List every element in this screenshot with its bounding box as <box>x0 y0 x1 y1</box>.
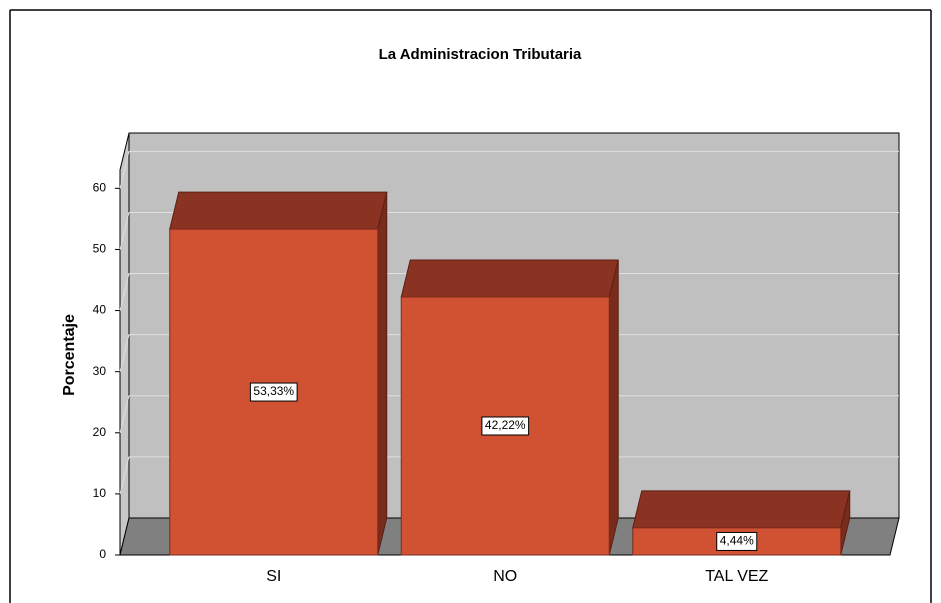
value-label-box <box>716 531 758 551</box>
grid-line <box>119 395 130 433</box>
value-label-box <box>481 416 530 436</box>
y-axis-label: Porcentaje <box>61 314 78 396</box>
left-wall <box>119 132 130 556</box>
y-tick-label: 30 <box>93 364 107 378</box>
x-tick-label: TAL VEZ <box>705 568 768 585</box>
y-tick-label: 0 <box>99 547 106 561</box>
bar-side <box>608 259 619 556</box>
bar-top <box>400 259 619 298</box>
value-label: 4,44% <box>720 534 754 548</box>
value-label: 53,33% <box>253 384 294 398</box>
value-label: 42,22% <box>485 418 526 432</box>
y-tick-label: 20 <box>93 425 107 439</box>
grid-line <box>119 151 130 189</box>
x-tick-label: NO <box>493 568 517 585</box>
grid-line <box>119 273 130 311</box>
chart-title: La Administracion Tributaria <box>379 46 582 63</box>
grid-line <box>119 212 130 250</box>
bar-top <box>632 490 851 529</box>
value-label-box <box>249 382 298 402</box>
bar-top <box>169 191 388 230</box>
grid-line <box>119 334 130 372</box>
y-tick-label: 10 <box>93 486 107 500</box>
grid-line <box>119 456 130 495</box>
x-tick-label: SI <box>266 568 281 585</box>
y-tick-label: 40 <box>93 303 107 317</box>
y-tick-label: 60 <box>93 181 107 195</box>
y-tick-label: 50 <box>93 242 107 256</box>
bar-side <box>377 191 388 556</box>
